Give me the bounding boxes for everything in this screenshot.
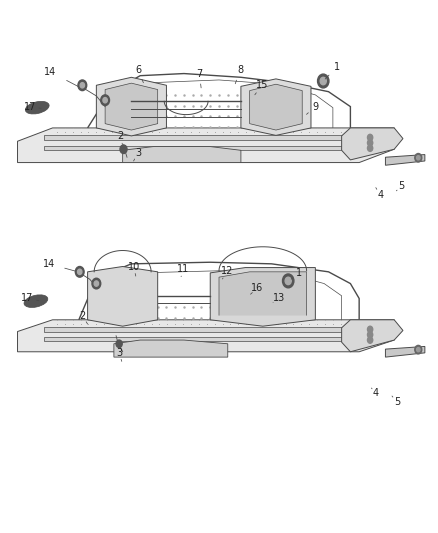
- Polygon shape: [18, 320, 394, 352]
- Text: 2: 2: [79, 311, 85, 320]
- Polygon shape: [18, 128, 394, 163]
- Text: 9: 9: [312, 102, 318, 111]
- Circle shape: [78, 269, 82, 274]
- Polygon shape: [44, 146, 359, 150]
- Circle shape: [417, 348, 420, 352]
- Circle shape: [101, 95, 110, 106]
- Text: 12: 12: [221, 266, 233, 276]
- Polygon shape: [385, 155, 425, 165]
- Text: 3: 3: [116, 348, 122, 358]
- Polygon shape: [385, 346, 425, 357]
- Text: 14: 14: [44, 67, 57, 77]
- Text: 17: 17: [24, 102, 36, 111]
- Polygon shape: [241, 79, 311, 135]
- Circle shape: [318, 74, 329, 88]
- Circle shape: [283, 274, 294, 288]
- Text: 8: 8: [237, 66, 243, 75]
- Text: 5: 5: [394, 397, 400, 407]
- Polygon shape: [123, 147, 241, 163]
- Text: 7: 7: [196, 69, 202, 78]
- Circle shape: [75, 266, 84, 277]
- Polygon shape: [342, 128, 403, 160]
- Text: 13: 13: [273, 294, 286, 303]
- Polygon shape: [44, 135, 359, 140]
- Circle shape: [116, 340, 122, 348]
- Polygon shape: [44, 327, 359, 332]
- Polygon shape: [250, 84, 302, 130]
- Circle shape: [320, 77, 326, 85]
- Circle shape: [367, 332, 373, 338]
- Text: 17: 17: [21, 294, 33, 303]
- Circle shape: [367, 145, 373, 151]
- Text: 2: 2: [117, 131, 124, 141]
- Circle shape: [367, 326, 373, 333]
- Text: 6: 6: [135, 66, 141, 75]
- Text: 1: 1: [334, 62, 340, 71]
- Text: 4: 4: [377, 190, 383, 200]
- Text: 11: 11: [177, 264, 189, 273]
- Circle shape: [415, 345, 422, 354]
- Text: 16: 16: [251, 283, 264, 293]
- Circle shape: [120, 145, 127, 154]
- Circle shape: [285, 277, 291, 285]
- Circle shape: [367, 140, 373, 146]
- Polygon shape: [114, 340, 228, 357]
- Ellipse shape: [24, 295, 48, 308]
- Text: 1: 1: [296, 268, 302, 278]
- Polygon shape: [342, 320, 403, 352]
- Polygon shape: [44, 337, 359, 341]
- Circle shape: [94, 281, 99, 286]
- Text: 5: 5: [398, 181, 404, 191]
- Circle shape: [78, 80, 87, 91]
- Text: 14: 14: [43, 259, 55, 269]
- Circle shape: [367, 337, 373, 343]
- Circle shape: [92, 278, 101, 289]
- Polygon shape: [105, 83, 158, 130]
- Text: 10: 10: [127, 262, 140, 271]
- Text: 3: 3: [135, 148, 141, 158]
- Text: 4: 4: [373, 389, 379, 398]
- Polygon shape: [96, 77, 166, 136]
- Polygon shape: [219, 272, 307, 316]
- Text: 15: 15: [256, 80, 268, 90]
- Circle shape: [103, 98, 107, 103]
- Polygon shape: [88, 266, 158, 326]
- Polygon shape: [210, 268, 315, 326]
- Circle shape: [367, 134, 373, 141]
- Circle shape: [80, 83, 85, 88]
- Circle shape: [415, 154, 422, 162]
- Ellipse shape: [25, 101, 49, 114]
- Circle shape: [417, 156, 420, 160]
